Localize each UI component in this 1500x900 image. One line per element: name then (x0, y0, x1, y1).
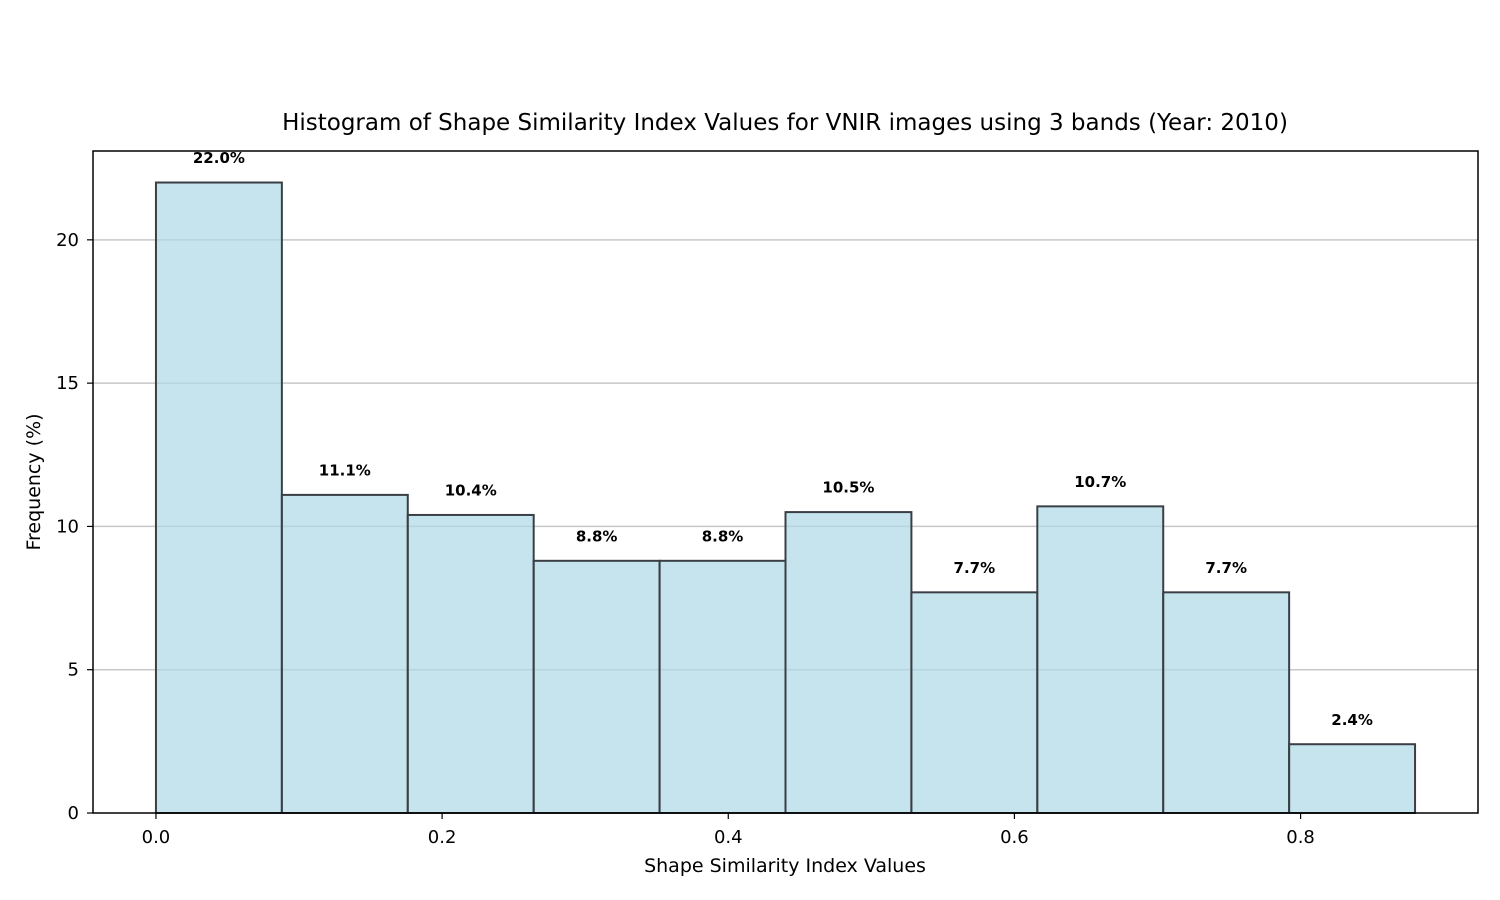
histogram-bar (784, 511, 913, 814)
bar-value-label: 10.7% (1074, 473, 1126, 491)
plot-area-frame (92, 150, 1479, 814)
bar-value-label: 10.5% (822, 479, 874, 497)
y-axis-ticks: 0 5 10 15 20 (56, 230, 93, 824)
y-tick-label: 5 (68, 660, 79, 681)
y-tick-label: 20 (56, 230, 79, 251)
x-tick-label: 0.2 (428, 827, 457, 848)
histogram-bar (1288, 743, 1417, 814)
bar-value-label: 7.7% (1205, 559, 1247, 577)
bar-percentage-labels: 22.0% 11.1% 10.4% 8.8% 8.8% 10.5% 7.7% 10.7% 7.7… (193, 149, 1373, 729)
bar-value-label: 11.1% (319, 462, 371, 480)
x-axis-title: Shape Similarity Index Values (644, 855, 926, 877)
histogram-bar (406, 513, 535, 815)
bar-value-label: 10.4% (445, 482, 497, 500)
bar-value-label: 7.7% (954, 559, 996, 577)
histogram-bar (1162, 591, 1291, 814)
x-tick-label: 0.6 (1000, 827, 1029, 848)
bar-value-label: 22.0% (193, 149, 245, 167)
histogram-bar (910, 591, 1039, 814)
bar-value-label: 8.8% (576, 527, 618, 545)
bar-value-label: 8.8% (702, 527, 744, 545)
histogram-bar (532, 559, 661, 814)
histogram-bar (280, 493, 409, 814)
y-tick-label: 0 (68, 803, 79, 824)
x-tick-label: 0.4 (714, 827, 743, 848)
x-axis-ticks: 0.0 0.2 0.4 0.6 0.8 (142, 813, 1315, 848)
x-tick-label: 0.8 (1286, 827, 1315, 848)
histogram-bar (658, 559, 787, 814)
histogram-bars (154, 181, 1417, 815)
histogram-bar (154, 181, 283, 814)
y-tick-label: 10 (56, 516, 79, 537)
bar-value-label: 2.4% (1331, 711, 1373, 729)
x-tick-label: 0.0 (142, 827, 171, 848)
y-tick-label: 15 (56, 373, 79, 394)
y-axis-title: Frequency (%) (23, 413, 45, 550)
chart-title: Histogram of Shape Similarity Index Valu… (282, 110, 1288, 136)
histogram-bar (1036, 505, 1165, 814)
